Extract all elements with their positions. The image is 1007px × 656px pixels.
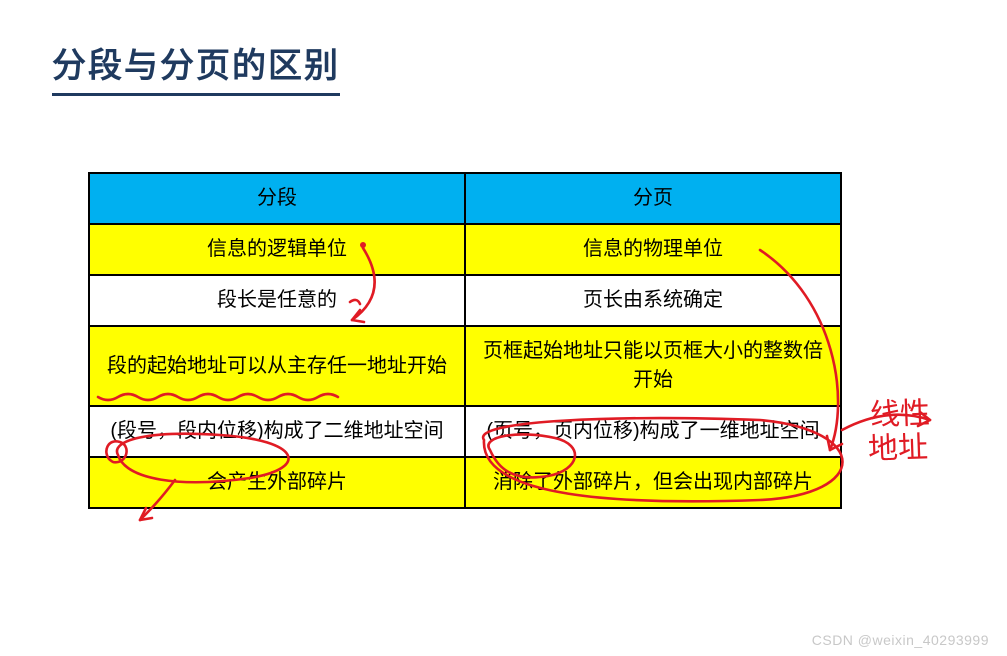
table-row: 段的起始地址可以从主存任一地址开始 页框起始地址只能以页框大小的整数倍开始 [89,326,841,406]
col-header-segmentation: 分段 [89,173,465,224]
cell: 页长由系统确定 [465,275,841,326]
cell: 会产生外部碎片 [89,457,465,508]
table-row: 信息的逻辑单位 信息的物理单位 [89,224,841,275]
handwritten-note-line1: 线性 [869,397,930,432]
table-row: (段号，段内位移)构成了二维地址空间 (页号，页内位移)构成了一维地址空间 [89,406,841,457]
cell: 页框起始地址只能以页框大小的整数倍开始 [465,326,841,406]
col-header-paging: 分页 [465,173,841,224]
cell: (段号，段内位移)构成了二维地址空间 [89,406,465,457]
comparison-table: 分段 分页 信息的逻辑单位 信息的物理单位 段长是任意的 页长由系统确定 段的起… [88,172,842,509]
cell: 信息的物理单位 [465,224,841,275]
table-row: 会产生外部碎片 消除了外部碎片，但会出现内部碎片 [89,457,841,508]
cell: 段长是任意的 [89,275,465,326]
cell: 消除了外部碎片，但会出现内部碎片 [465,457,841,508]
cell: 信息的逻辑单位 [89,224,465,275]
handwritten-note-line2: 地址 [867,431,928,466]
cell: 段的起始地址可以从主存任一地址开始 [89,326,465,406]
comparison-table-container: 分段 分页 信息的逻辑单位 信息的物理单位 段长是任意的 页长由系统确定 段的起… [88,172,842,509]
table-header-row: 分段 分页 [89,173,841,224]
page-title: 分段与分页的区别 [52,38,340,96]
watermark: CSDN @weixin_40293999 [812,632,989,648]
cell: (页号，页内位移)构成了一维地址空间 [465,406,841,457]
table-row: 段长是任意的 页长由系统确定 [89,275,841,326]
